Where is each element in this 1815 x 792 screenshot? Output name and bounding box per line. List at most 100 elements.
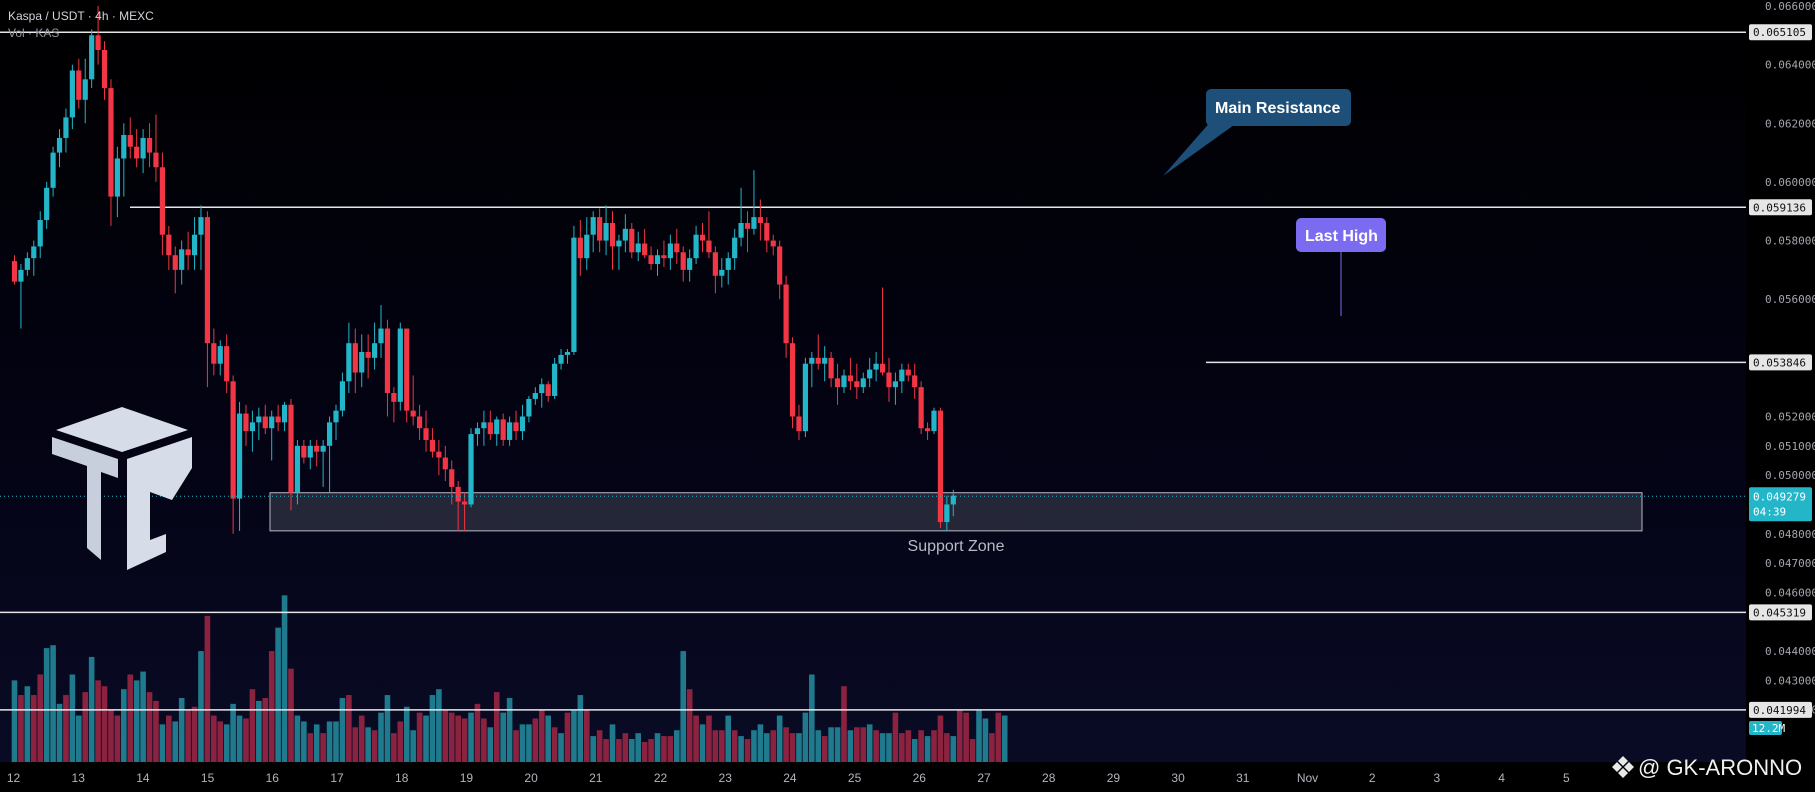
candle-body xyxy=(89,35,95,80)
volume-bar xyxy=(577,695,584,762)
volume-bar xyxy=(989,733,995,762)
volume-bar xyxy=(661,736,667,762)
candle-body xyxy=(50,152,56,188)
support-zone-box xyxy=(269,492,1643,532)
volume-bar xyxy=(667,736,674,762)
candle-body xyxy=(44,187,50,221)
volume-bar xyxy=(622,733,629,762)
candle-body xyxy=(892,381,899,388)
y-axis-background xyxy=(1746,0,1815,762)
volume-bar xyxy=(879,733,886,762)
volume-bar xyxy=(892,712,899,762)
candle-body xyxy=(320,445,326,452)
volume-bar xyxy=(783,727,789,762)
candle-body xyxy=(37,220,43,247)
candle-body xyxy=(262,416,268,429)
candle-body xyxy=(693,234,699,259)
volume-bar xyxy=(95,680,101,762)
candle-body xyxy=(159,167,165,235)
candle-body xyxy=(571,237,577,352)
x-tick-label: 31 xyxy=(1236,771,1250,785)
candle-body xyxy=(854,381,860,388)
volume-bar xyxy=(526,724,532,762)
x-tick-label: 25 xyxy=(848,771,862,785)
volume-bar xyxy=(680,651,687,762)
candle-body xyxy=(744,222,751,229)
candle-body xyxy=(622,228,628,241)
volume-bar xyxy=(744,739,751,762)
volume-bar xyxy=(648,739,654,762)
volume-bar xyxy=(101,686,108,762)
candle-body xyxy=(667,243,673,259)
candle-body xyxy=(140,137,146,159)
volume-bar xyxy=(937,715,944,762)
volume-header: Vol · KAS xyxy=(8,26,59,40)
volume-bar xyxy=(918,730,924,762)
candle-body xyxy=(352,343,358,373)
volume-bar xyxy=(352,727,359,762)
volume-bar xyxy=(545,715,551,762)
candle-body xyxy=(770,240,776,247)
candle-body xyxy=(712,252,718,276)
x-tick-label: 21 xyxy=(589,771,603,785)
y-tick-label: 0.066000 xyxy=(1765,0,1815,13)
volume-bar xyxy=(365,727,371,762)
candle-body xyxy=(307,445,313,458)
volume-bar xyxy=(487,727,494,762)
volume-bar xyxy=(789,733,796,762)
candle-body xyxy=(635,243,641,253)
volume-bar xyxy=(69,674,76,762)
volume-bar xyxy=(301,721,307,762)
current-price-label: 0.049279 xyxy=(1753,490,1806,503)
candle-body xyxy=(532,393,538,399)
volume-bar xyxy=(963,712,969,762)
volume-bar xyxy=(198,651,204,762)
volume-bar xyxy=(108,709,114,762)
volume-bar xyxy=(146,692,153,762)
volume-bar xyxy=(268,651,275,762)
candle-body xyxy=(365,351,371,358)
volume-bar xyxy=(809,674,815,762)
volume-bar xyxy=(24,686,31,762)
last-high-label: Last High xyxy=(1305,228,1378,245)
volume-bar xyxy=(423,715,429,762)
volume-bar xyxy=(841,686,847,762)
candle-body xyxy=(552,363,558,396)
volume-bar xyxy=(834,727,841,762)
volume-bar xyxy=(641,741,648,762)
y-tick-label: 0.052000 xyxy=(1765,410,1815,423)
candle-body xyxy=(526,398,532,417)
volume-bar xyxy=(532,718,539,762)
candle-body xyxy=(224,346,230,382)
volume-bar xyxy=(191,706,198,762)
volume-bar xyxy=(712,730,719,762)
volume-bar xyxy=(969,739,976,762)
candle-body xyxy=(191,234,198,256)
x-tick-label: 5 xyxy=(1563,771,1570,785)
volume-bar xyxy=(673,730,680,762)
candle-body xyxy=(822,357,828,364)
candle-body xyxy=(301,445,307,458)
candle-body xyxy=(545,384,551,396)
volume-bar xyxy=(346,695,352,762)
volume-bar xyxy=(944,733,950,762)
candle-body xyxy=(834,378,841,388)
volume-bar xyxy=(468,712,474,762)
candle-body xyxy=(76,70,82,100)
candle-body xyxy=(886,372,892,388)
volume-bar xyxy=(43,648,50,762)
volume-bar xyxy=(172,721,179,762)
candle-body xyxy=(777,246,783,285)
candle-body xyxy=(944,504,950,523)
candle-body xyxy=(629,228,635,253)
volume-bar xyxy=(976,709,982,762)
volume-bar xyxy=(873,730,879,762)
volume-bar xyxy=(725,715,732,762)
volume-bar xyxy=(802,712,809,762)
candle-body xyxy=(211,343,217,364)
volume-bar xyxy=(770,730,777,762)
candle-body xyxy=(314,445,320,452)
volume-bar xyxy=(76,715,82,762)
